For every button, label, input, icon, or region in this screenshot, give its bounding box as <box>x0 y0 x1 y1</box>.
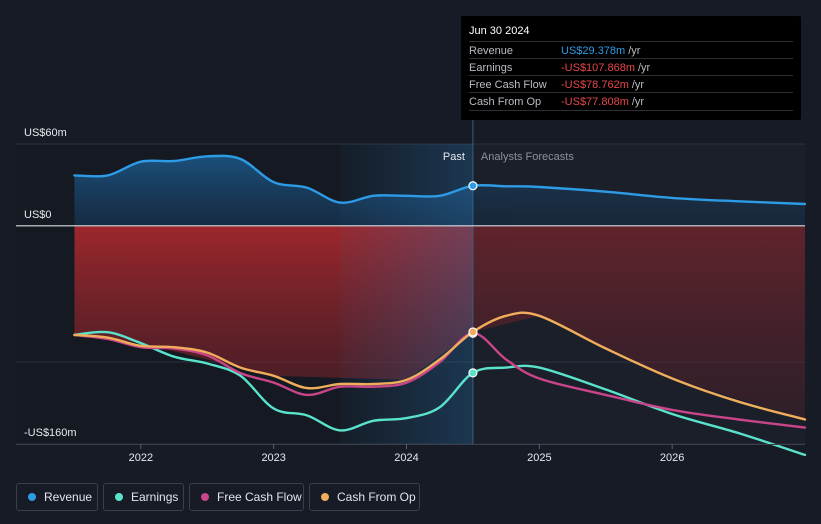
legend-revenue[interactable]: Revenue <box>16 483 98 511</box>
legend-cash-from-op[interactable]: Cash From Op <box>309 483 420 511</box>
tooltip-row-free-cash-flow: Free Cash Flow -US$78.762m/yr <box>469 75 793 93</box>
legend-earnings[interactable]: Earnings <box>103 483 184 511</box>
y-axis-label-zero: US$0 <box>24 209 52 221</box>
legend-dot-icon <box>115 493 123 501</box>
tooltip-row-revenue: Revenue US$29.378m/yr <box>469 41 793 59</box>
legend-label: Earnings <box>131 490 179 504</box>
legend-dot-icon <box>28 493 36 501</box>
tooltip-row-cash-from-op: Cash From Op -US$77.808m/yr <box>469 92 793 111</box>
revenue-line <box>73 154 807 206</box>
y-axis-label-bottom: -US$160m <box>24 427 77 439</box>
cash-from-op-marker <box>468 327 478 337</box>
tooltip-label: Revenue <box>469 45 514 57</box>
forecast-label: Analysts Forecasts <box>481 151 574 163</box>
tooltip-row-earnings: Earnings -US$107.868m/yr <box>469 58 793 76</box>
tooltip-value: -US$107.868m/yr <box>561 62 651 74</box>
negative-area-forecast <box>472 225 805 428</box>
tooltip-label: Free Cash Flow <box>469 79 547 91</box>
tooltip-date: Jun 30 2024 <box>469 25 530 37</box>
free-cash-flow-line <box>73 331 807 429</box>
tooltip-value: US$29.378m/yr <box>561 45 641 57</box>
legend-label: Revenue <box>44 490 93 504</box>
legend-dot-icon <box>201 493 209 501</box>
earnings-line <box>73 330 807 457</box>
legend-free-cash-flow[interactable]: Free Cash Flow <box>189 483 304 511</box>
tooltip-value: -US$78.762m/yr <box>561 79 645 91</box>
revenue-area-forecast <box>472 185 805 226</box>
x-tick-label: 2026 <box>660 452 684 464</box>
y-axis-label-top: US$60m <box>24 127 67 139</box>
data-tooltip: Jun 30 2024 Revenue US$29.378m/yr Earnin… <box>461 16 801 120</box>
cash-from-op-line <box>73 311 807 421</box>
x-tick-label: 2025 <box>527 452 551 464</box>
revenue-marker <box>468 181 478 191</box>
x-tick-label: 2022 <box>129 452 153 464</box>
x-tick-label: 2023 <box>261 452 285 464</box>
past-label: Past <box>443 151 465 163</box>
current-period-highlight <box>340 144 473 444</box>
x-tick-label: 2024 <box>394 452 418 464</box>
tooltip-label: Cash From Op <box>469 96 542 108</box>
legend-dot-icon <box>321 493 329 501</box>
earnings-marker <box>468 368 478 378</box>
tooltip-label: Earnings <box>469 62 513 74</box>
legend-label: Cash From Op <box>337 490 416 504</box>
tooltip-value: -US$77.808m/yr <box>561 96 645 108</box>
legend-label: Free Cash Flow <box>217 490 302 504</box>
